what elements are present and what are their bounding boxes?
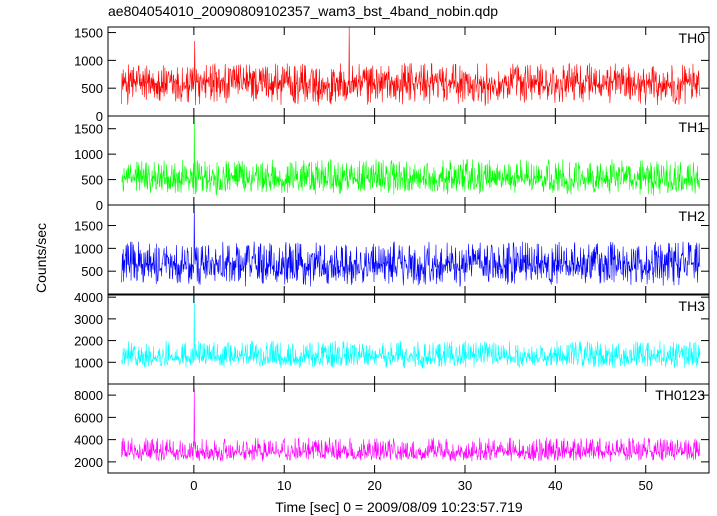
series-th2-line (121, 205, 701, 287)
y-tick-label: 6000 (74, 410, 103, 425)
panel-th0: 0 500 1000 1500 TH0 (74, 26, 710, 124)
x-tick-label: 0 (190, 478, 197, 493)
x-tick-label: 10 (277, 478, 291, 493)
panel-label: TH2 (679, 208, 706, 224)
panel-label: TH1 (679, 119, 706, 135)
y-tick-label: 1500 (74, 26, 103, 41)
panel-label: TH0 (679, 30, 706, 46)
series-th1-line (121, 116, 701, 196)
panel-frame (107, 383, 710, 474)
y-tick-label: 500 (81, 173, 103, 188)
x-tick-label: 30 (458, 478, 472, 493)
panel-frame (107, 204, 710, 295)
x-tick-label: 40 (548, 478, 562, 493)
y-tick-label: 500 (81, 264, 103, 279)
y-tick-label: 4000 (74, 290, 103, 305)
x-axis-label: Time [sec] 0 = 2009/08/09 10:23:57.719 (275, 499, 523, 515)
panel-th1: 0 500 1000 1500 TH1 (74, 115, 710, 213)
panel-label: TH3 (679, 298, 706, 314)
panel-frame (107, 294, 710, 385)
x-tick-label: 50 (639, 478, 653, 493)
panel-th3: 1000 2000 3000 4000 TH3 (74, 290, 710, 385)
panel-label: TH0123 (655, 387, 705, 403)
series-th0123-line (121, 388, 701, 462)
y-tick-label: 1000 (74, 241, 103, 256)
y-axis-label: Counts/sec (33, 223, 49, 293)
y-tick-label: 500 (81, 81, 103, 96)
y-tick-label: 0 (96, 109, 103, 124)
y-tick-label: 4000 (74, 433, 103, 448)
y-tick-label: 1000 (74, 53, 103, 68)
panel-frame (107, 115, 710, 206)
y-tick-label: 3000 (74, 312, 103, 327)
y-tick-label: 8000 (74, 388, 103, 403)
y-tick-label: 1000 (74, 355, 103, 370)
chart-title: ae804054010_20090809102357_wam3_bst_4ban… (108, 3, 498, 19)
x-tick-label: 20 (367, 478, 381, 493)
panel-frame (107, 26, 710, 117)
series-th3-line (121, 295, 701, 369)
y-tick-label: 0 (96, 198, 103, 213)
y-tick-label: 1500 (74, 122, 103, 137)
y-tick-label: 2000 (74, 455, 103, 470)
y-tick-label: 2000 (74, 334, 103, 349)
y-tick-label: 1000 (74, 147, 103, 162)
y-tick-label: 1500 (74, 219, 103, 234)
series-th0-line (121, 27, 701, 106)
panel-th2: 500 1000 1500 TH2 (74, 204, 710, 295)
panel-th0123: 2000 4000 6000 8000 TH0123 (74, 383, 710, 474)
